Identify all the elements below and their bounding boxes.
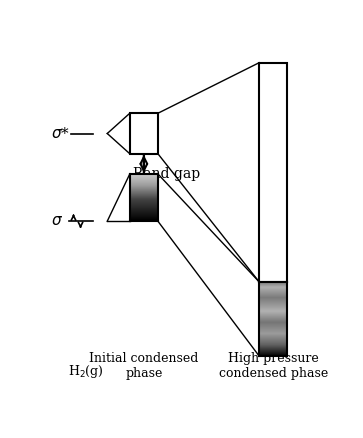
Text: $\sigma$*: $\sigma$* [51,126,70,141]
Text: High pressure
condensed phase: High pressure condensed phase [219,352,328,380]
Bar [259,63,287,282]
Text: Band gap: Band gap [133,167,200,181]
Text: Initial condensed
phase: Initial condensed phase [89,352,199,380]
Text: $\sigma$: $\sigma$ [51,214,63,228]
Text: H$_2$(g): H$_2$(g) [68,363,104,380]
Bar [130,113,158,154]
